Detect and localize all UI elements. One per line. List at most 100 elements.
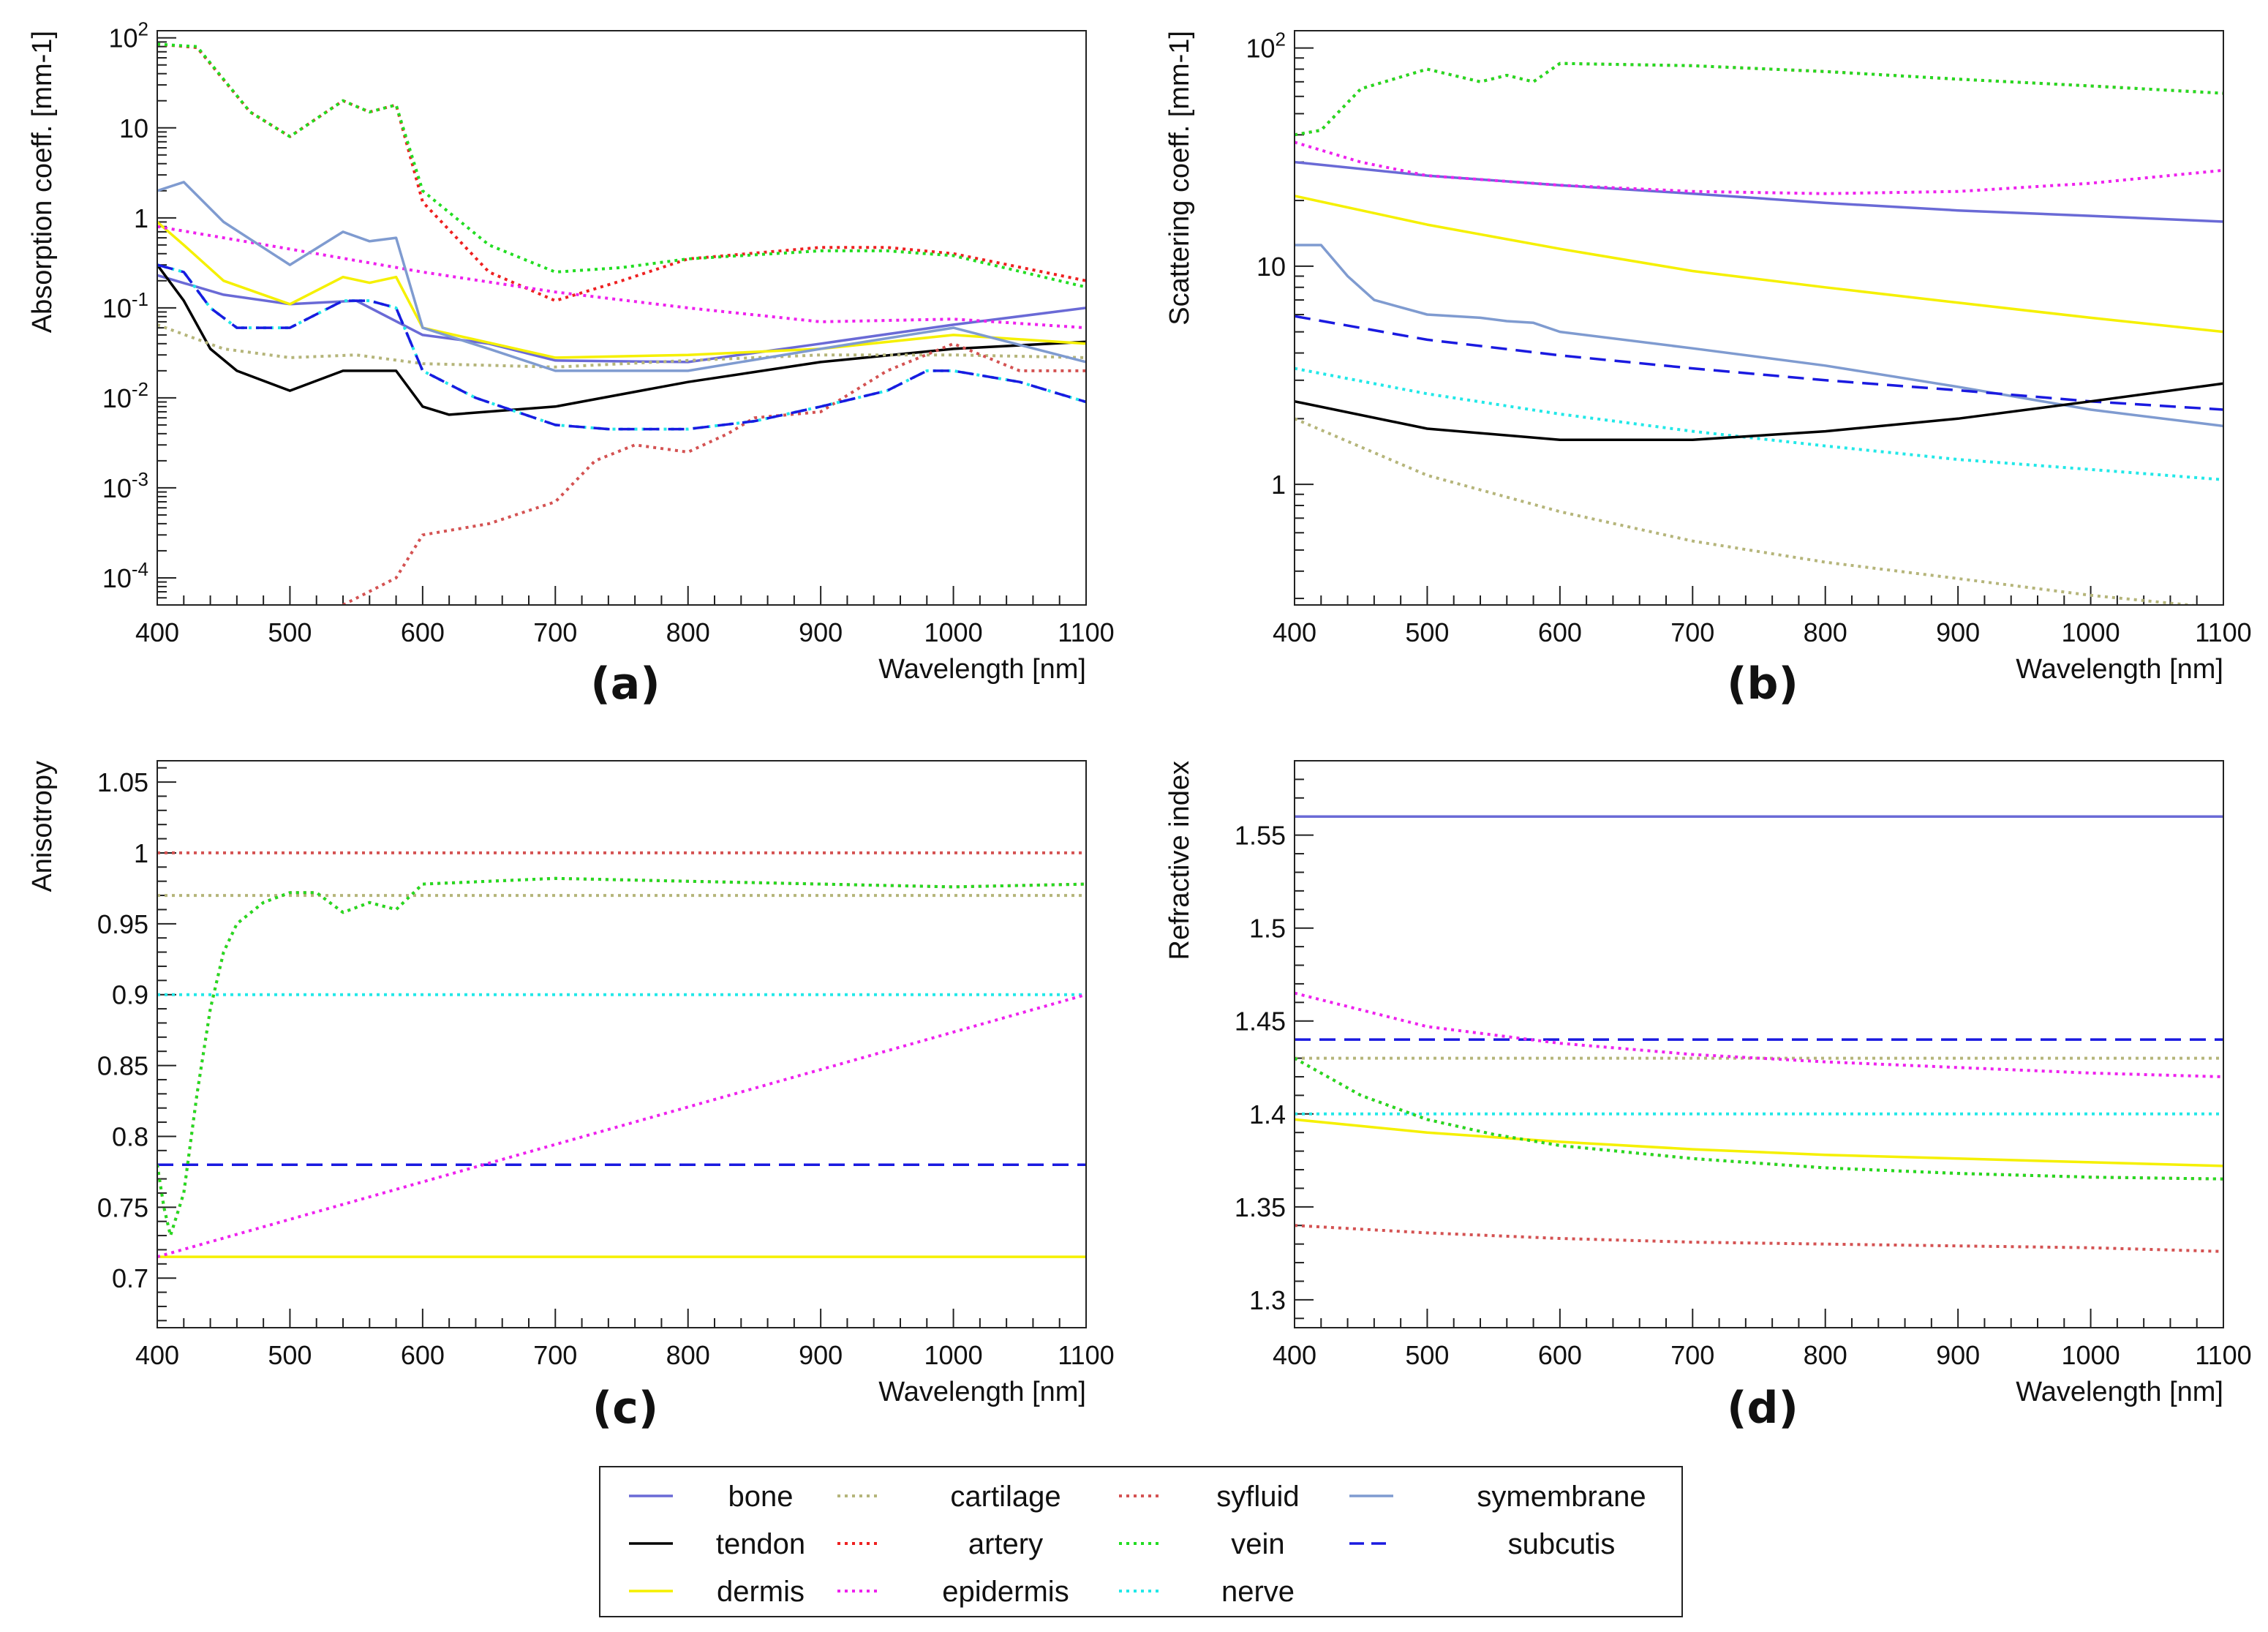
legend-label-dermis: dermis [717,1576,805,1608]
x-axis-title: Wavelength [nm] [878,654,1086,685]
plot-frame [1294,760,2224,1328]
x-tick-label: 600 [1538,617,1582,647]
legend-label-vein: vein [1231,1528,1284,1560]
series-dermis [1295,1118,2223,1167]
y-tick-label: 1.55 [1235,821,1286,851]
y-axis-title: Absorption coeff. [mm-1] [27,31,58,333]
panel-c-anisotropy: 400 500 600 700 800 900 1000 1100 0.7 0.75 0.8 0.85… [27,760,1115,1434]
series-symembrane [1295,244,2223,428]
panel-label: (b) [1727,658,1798,710]
x-tick-label: 900 [799,617,843,647]
series-tendon [157,264,1086,416]
panel-a-absorption: 400 500 600 700 800 900 1000 1100 10-4 10-3 10-2 10… [27,18,1115,710]
y-tick-label: 0.9 [112,980,148,1010]
y-axis-title: Scattering coeff. [mm-1] [1164,31,1195,326]
x-tick-label: 800 [1804,1340,1847,1370]
x-tick-label: 700 [533,1340,577,1370]
y-tick-label: 1.45 [1235,1007,1286,1037]
x-tick-label: 600 [401,617,445,647]
legend-label-nerve: nerve [1221,1576,1295,1608]
y-tick-label: 1.4 [1249,1099,1286,1129]
x-tick-label: 1100 [1058,617,1114,647]
series-subcutis [157,263,1086,431]
panel-b-scattering: 400 500 600 700 800 900 1000 1100 1 10 102 Waveleng… [1164,29,2252,710]
x-tick-label: 800 [666,617,710,647]
series-artery [157,876,1086,1238]
x-tick-label: 600 [1538,1340,1582,1370]
legend-label-tendon: tendon [716,1528,805,1560]
x-tick-label: 500 [1405,1340,1449,1370]
x-tick-label: 1100 [2195,617,2251,647]
series-sfluid [342,342,1086,605]
y-tick-label: 1.35 [1235,1192,1286,1222]
series-vein [157,42,1086,289]
series-vein [157,876,1086,1238]
x-tick-label: 1000 [924,1340,983,1370]
y-tick-label: 10-4 [102,558,148,593]
series-cartilage [1295,417,2204,605]
y-tick-label: 0.85 [97,1051,148,1081]
x-axis-title: Wavelength [nm] [2016,1377,2223,1407]
x-tick-label: 700 [1670,1340,1714,1370]
x-tick-label: 500 [268,617,312,647]
series-nerve [1295,366,2223,481]
x-tick-label: 600 [401,1340,445,1370]
x-tick-label: 900 [799,1340,843,1370]
x-tick-label: 1000 [2062,1340,2120,1370]
legend-label-bone: bone [728,1481,794,1513]
series-nerve [157,263,1086,431]
x-tick-label: 700 [1670,617,1714,647]
x-tick-label: 500 [1405,617,1449,647]
x-tick-label: 700 [533,617,577,647]
panel-label: (d) [1727,1383,1798,1434]
series-tendon [1295,382,2223,441]
series-epidermis [1295,140,2223,195]
series-cartilage [157,323,1086,369]
series-subcutis [1295,315,2223,411]
y-axis-title: Anisotropy [27,761,58,892]
panel-d-refractive-index: 400 500 600 700 800 900 1000 1100 1.3 1.35 1.4 1.45… [1164,760,2252,1434]
y-tick-label: 10-1 [102,288,148,323]
series-bone [1295,160,2223,223]
legend-label-artery: artery [968,1528,1043,1560]
series-dermis [157,221,1086,359]
series-epidermis [157,993,1086,1259]
x-tick-label: 1000 [924,617,983,647]
legend-label-epidermis: epidermis [942,1576,1069,1608]
x-tick-label: 800 [1804,617,1847,647]
x-tick-label: 1100 [2195,1340,2251,1370]
y-tick-label: 1 [134,838,148,868]
y-tick-label: 1.05 [97,767,148,797]
plot-frame [157,760,1087,1328]
plot-frame [1294,30,2224,606]
y-tick-label: 1 [134,203,148,233]
x-tick-label: 900 [1936,617,1980,647]
y-tick-label: 0.8 [112,1121,148,1151]
y-tick-label: 0.7 [112,1263,148,1293]
x-tick-label: 900 [1936,1340,1980,1370]
series-artery [1295,61,2223,137]
x-tick-label: 400 [1273,1340,1316,1370]
y-tick-label: 10 [119,113,148,143]
legend-label-symembrane: symembrane [1477,1481,1646,1513]
x-tick-label: 1100 [1058,1340,1114,1370]
plot-frame [157,30,1087,606]
x-axis-title: Wavelength [nm] [2016,654,2223,685]
y-tick-label: 10 [1257,252,1286,282]
series-sfluid [1295,1224,2223,1253]
y-tick-label: 0.75 [97,1192,148,1222]
series-vein [1295,61,2223,137]
y-tick-label: 102 [1246,29,1286,64]
x-tick-label: 400 [1273,617,1316,647]
series-vein [1295,1056,2223,1181]
y-tick-label: 0.95 [97,909,148,939]
y-tick-label: 1 [1271,470,1286,500]
y-tick-label: 102 [108,18,148,53]
legend: bone cartilage syfluid symembrane tendon arte… [599,1466,1683,1617]
series-epidermis [157,225,1086,330]
panel-label: (c) [592,1383,658,1434]
series-dermis [1295,195,2223,334]
x-tick-label: 800 [666,1340,710,1370]
x-tick-label: 500 [268,1340,312,1370]
